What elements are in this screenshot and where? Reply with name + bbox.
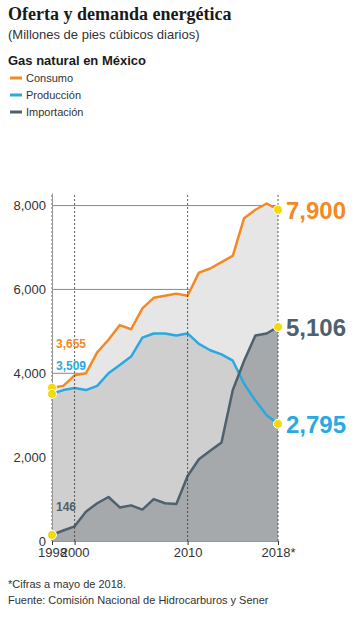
legend-swatch xyxy=(10,94,22,97)
chart-container: Oferta y demanda energética (Millones de … xyxy=(0,0,364,620)
line xyxy=(52,333,278,423)
y-tick: 4,000 xyxy=(13,366,52,381)
legend-title: Gas natural en México xyxy=(8,53,146,68)
data-label: 3,655 xyxy=(56,337,86,351)
x-grid-line xyxy=(187,193,188,541)
y-tick-label: 8,000 xyxy=(13,198,46,213)
data-label: 2,795 xyxy=(286,411,346,438)
data-label: 7,900 xyxy=(286,197,346,224)
y-tick: 6,000 xyxy=(13,282,52,297)
data-label: 3,509 xyxy=(56,359,86,373)
point-marker xyxy=(274,322,283,331)
note: Fuente: Comisión Nacional de Hidrocarbur… xyxy=(8,594,269,606)
value-labels: 3,655 7,900 3,509 2,795 146 5,106 xyxy=(48,197,347,540)
x-tick: 2000 xyxy=(61,541,90,560)
x-grid-line xyxy=(52,193,53,541)
y-tick: 2,000 xyxy=(13,450,52,465)
point-marker xyxy=(274,419,283,428)
chart-svg: Oferta y demanda energética (Millones de … xyxy=(0,0,364,620)
y-tick-label: 4,000 xyxy=(13,366,46,381)
legend-label: Importación xyxy=(26,106,83,118)
y-axis: 02,0004,0006,0008,000 xyxy=(13,194,52,549)
point-marker xyxy=(48,530,57,539)
grid-line xyxy=(52,205,278,206)
x-tick: 2010 xyxy=(174,541,203,560)
note: *Cifras a mayo de 2018. xyxy=(8,578,126,590)
x-grid xyxy=(52,193,278,541)
plot-area xyxy=(52,203,278,541)
legend-label: Producción xyxy=(26,89,81,101)
y-axis-line xyxy=(52,194,53,542)
x-tick-label: 2018* xyxy=(262,545,296,560)
y-tick-label: 2,000 xyxy=(13,450,46,465)
legend-label: Consumo xyxy=(26,72,73,84)
data-label: 5,106 xyxy=(286,314,346,341)
area xyxy=(52,203,278,541)
y-tick: 8,000 xyxy=(13,198,52,213)
legend-swatch xyxy=(10,111,22,114)
area xyxy=(52,327,278,541)
x-tick: 2018* xyxy=(262,541,296,560)
x-grid-line xyxy=(278,193,279,541)
point-marker xyxy=(48,389,57,398)
legend-swatch xyxy=(10,77,22,80)
x-tick-label: 2000 xyxy=(61,545,90,560)
title: Oferta y demanda energética xyxy=(8,4,231,24)
legend: Consumo Producción Importación xyxy=(10,72,83,118)
x-tick-label: 2010 xyxy=(174,545,203,560)
subtitle: (Millones de pies cúbicos diarios) xyxy=(8,27,199,42)
y-tick-label: 6,000 xyxy=(13,282,46,297)
x-axis: 1998200020102018* xyxy=(38,541,295,560)
data-label: 146 xyxy=(56,500,76,514)
point-marker xyxy=(274,205,283,214)
line xyxy=(52,327,278,535)
